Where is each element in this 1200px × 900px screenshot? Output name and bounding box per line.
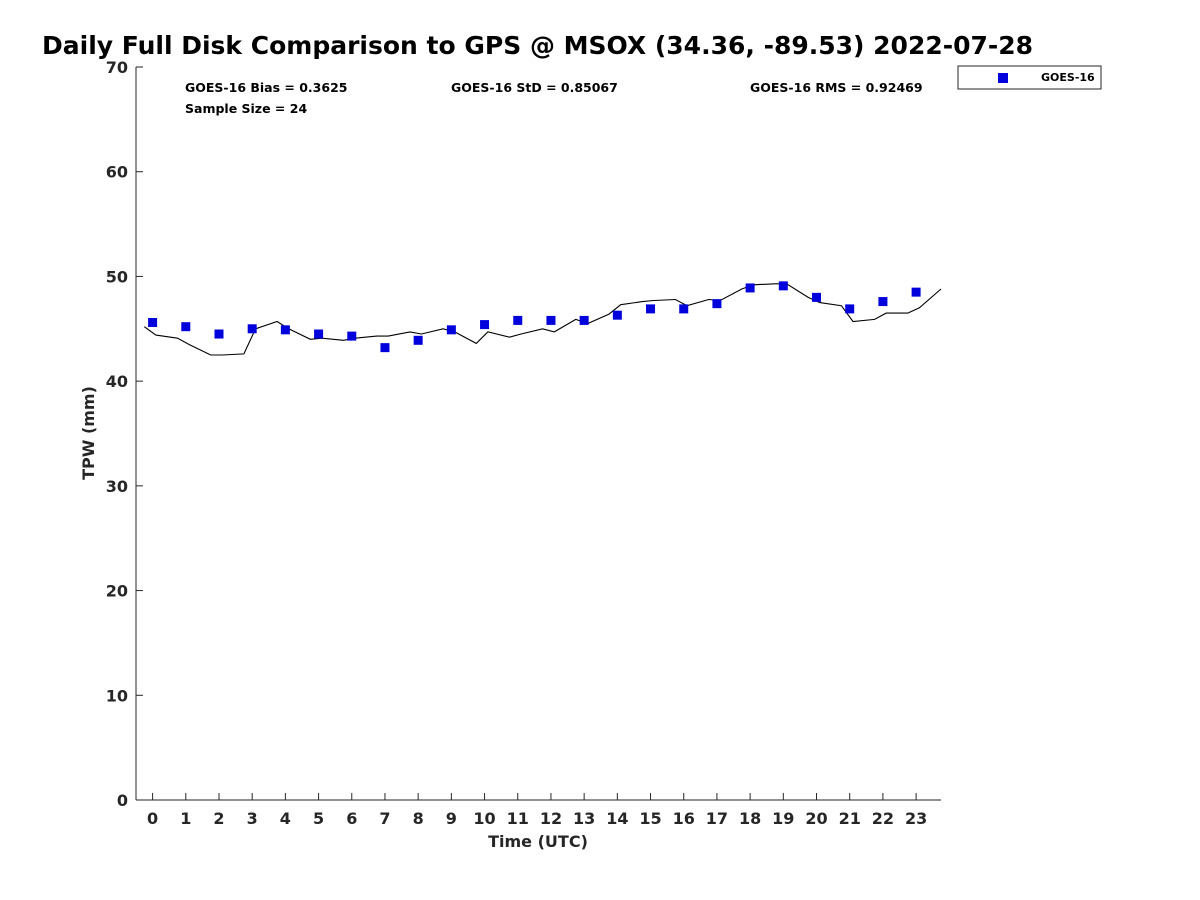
rms-stat: GOES-16 RMS = 0.92469 (750, 80, 923, 95)
std-stat: GOES-16 StD = 0.85067 (451, 80, 618, 95)
goes16-point (546, 315, 556, 325)
goes16-point (745, 283, 755, 293)
legend-marker-icon (998, 73, 1008, 83)
goes16-point (380, 343, 390, 353)
y-tick-label: 60 (106, 163, 128, 182)
goes16-point (181, 322, 191, 332)
goes16-point (347, 331, 357, 341)
x-tick-label: 12 (540, 809, 562, 828)
goes16-point (280, 325, 290, 335)
bias-stat: GOES-16 Bias = 0.3625 (185, 80, 347, 95)
x-tick-label: 19 (772, 809, 794, 828)
x-tick-label: 17 (706, 809, 728, 828)
x-tick-label: 3 (247, 809, 258, 828)
goes16-point (446, 325, 456, 335)
gps-line-series (143, 283, 942, 356)
y-tick-label: 40 (106, 372, 128, 391)
x-tick-label: 6 (346, 809, 357, 828)
goes16-point (911, 287, 921, 297)
x-tick-label: 13 (573, 809, 595, 828)
y-tick-label: 10 (106, 686, 128, 705)
x-tick-label: 18 (739, 809, 761, 828)
x-tick-label: 23 (905, 809, 927, 828)
x-tick-label: 9 (446, 809, 457, 828)
legend-box (957, 65, 1102, 90)
goes16-point (247, 324, 257, 334)
x-tick-label: 21 (839, 809, 861, 828)
gps-tpw-line (143, 283, 942, 356)
x-tick-label: 7 (379, 809, 390, 828)
goes16-point (679, 304, 689, 314)
x-tick-label: 20 (805, 809, 827, 828)
y-tick-label: 50 (106, 267, 128, 286)
goes16-point (646, 304, 656, 314)
goes16-point (579, 315, 589, 325)
goes16-point (778, 281, 788, 291)
legend: GOES-16 (957, 65, 1102, 90)
goes16-points-series (148, 281, 921, 353)
sample-size-stat: Sample Size = 24 (185, 101, 307, 116)
y-tick-label: 70 (106, 58, 128, 77)
x-tick-label: 8 (413, 809, 424, 828)
x-tick-label: 10 (473, 809, 495, 828)
x-ticks: 0 1 2 3 4 5 6 7 8 9 10 11 12 13 14 15 16 17 18 19 20 21 22 23 (147, 793, 927, 828)
x-tick-label: 0 (147, 809, 158, 828)
y-tick-label: 0 (117, 791, 128, 810)
y-tick-label: 30 (106, 477, 128, 496)
goes16-point (413, 335, 423, 345)
x-tick-label: 22 (872, 809, 894, 828)
x-tick-label: 16 (673, 809, 695, 828)
x-axis-label: Time (UTC) (488, 832, 588, 851)
goes16-point (845, 304, 855, 314)
goes16-point (712, 299, 722, 309)
x-tick-label: 15 (639, 809, 661, 828)
legend-label: GOES-16 (1041, 71, 1095, 84)
goes16-point (812, 292, 822, 302)
x-tick-label: 5 (313, 809, 324, 828)
y-tick-label: 20 (106, 582, 128, 601)
goes16-point (314, 329, 324, 339)
goes16-point (480, 320, 490, 330)
x-tick-label: 11 (507, 809, 529, 828)
x-tick-label: 1 (180, 809, 191, 828)
y-ticks: 0 10 20 30 40 50 60 70 (106, 58, 143, 810)
y-axis-label: TPW (mm) (79, 386, 98, 480)
x-tick-label: 14 (606, 809, 628, 828)
x-tick-label: 4 (280, 809, 291, 828)
x-tick-label: 2 (213, 809, 224, 828)
goes16-point (148, 318, 158, 328)
chart-title: Daily Full Disk Comparison to GPS @ MSOX… (42, 31, 1033, 60)
goes16-point (214, 329, 224, 339)
goes16-point (612, 310, 622, 320)
goes16-point (513, 315, 523, 325)
goes16-point (878, 297, 888, 307)
